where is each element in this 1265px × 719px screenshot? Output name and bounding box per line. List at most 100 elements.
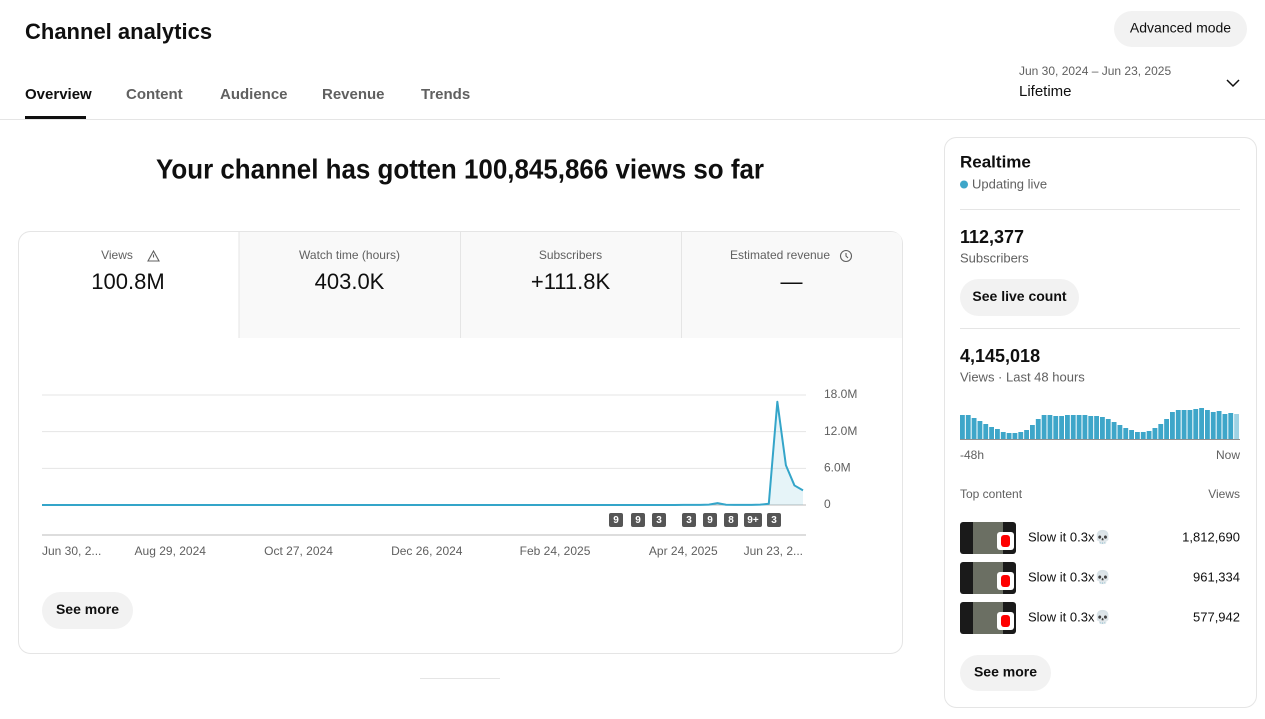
bar: [995, 429, 1000, 439]
bar: [1193, 409, 1199, 439]
bar: [1088, 416, 1094, 439]
bar: [1228, 413, 1234, 439]
bar: [1140, 432, 1146, 439]
tab[interactable]: Trends: [421, 86, 470, 103]
see-more-label[interactable]: See more: [56, 601, 119, 617]
tab[interactable]: Content: [126, 86, 183, 103]
x-tick-label: Dec 26, 2024: [391, 544, 463, 558]
bar: [1065, 415, 1070, 439]
metric-value[interactable]: +111.8K: [531, 269, 611, 294]
clock-hand: [845, 253, 849, 259]
live-status: Updating live: [972, 176, 1047, 191]
metric-label[interactable]: Subscribers: [539, 248, 602, 262]
x-tick-label: Jun 23, 2...: [744, 544, 803, 558]
annotation-label: 8: [728, 515, 734, 526]
content-title[interactable]: Slow it 0.3x💀: [1028, 609, 1111, 624]
bar: [1199, 408, 1204, 439]
metric-value[interactable]: —: [781, 269, 803, 294]
annotation-label: 3: [656, 515, 662, 526]
metric-tabs-bg: [239, 232, 902, 338]
views-label: Views · Last 48 hours: [960, 369, 1085, 384]
bar: [1100, 417, 1105, 439]
advanced-mode-button[interactable]: [1114, 11, 1247, 47]
annotation-label: 3: [771, 515, 777, 526]
annotation-badge: [767, 513, 781, 527]
tab-underline: [25, 116, 86, 119]
bar: [1012, 433, 1018, 439]
bar: [1222, 414, 1228, 439]
y-tick-label: 0: [824, 497, 831, 511]
metric-value[interactable]: 403.0K: [315, 269, 385, 294]
bar: [1105, 419, 1111, 439]
live-count-button[interactable]: [960, 279, 1079, 316]
annotation-label: 3: [686, 515, 692, 526]
x-tick-label: Oct 27, 2024: [264, 544, 333, 558]
bar: [989, 427, 994, 439]
bar: [1094, 416, 1099, 439]
content-title[interactable]: Slow it 0.3x💀: [1028, 529, 1111, 544]
bar: [1152, 428, 1158, 439]
bar: [1181, 410, 1187, 439]
live-dot: [960, 180, 968, 189]
bar: [1018, 432, 1024, 439]
realtime-title: Realtime: [960, 152, 1031, 171]
bar: [983, 424, 989, 439]
dropdown-chevron[interactable]: [1226, 79, 1240, 88]
headline: Your channel has gotten 100,845,866 view…: [156, 153, 764, 184]
metric-value[interactable]: 100.8M: [91, 269, 164, 294]
date-period[interactable]: Lifetime: [1019, 83, 1072, 100]
top-content-list: Slow it 0.3x💀 1,812,690 Slow it 0.3x💀 961,3…: [960, 522, 1240, 634]
line: [42, 400, 804, 506]
see-more-button[interactable]: [42, 592, 133, 629]
metric-label[interactable]: Views: [101, 248, 133, 262]
bar: [1111, 422, 1117, 439]
content-views: 961,334: [1193, 569, 1240, 584]
bar: [1129, 430, 1134, 439]
x-tick-label: Aug 29, 2024: [135, 544, 207, 558]
see-more-label[interactable]: See more: [974, 664, 1037, 680]
bar: [1030, 425, 1035, 439]
views-header: Views: [1208, 487, 1240, 501]
realtime-chart: -48h Now: [960, 408, 1240, 462]
live-count-label[interactable]: See live count: [972, 288, 1066, 304]
annotation-badge: [609, 513, 623, 527]
bar: [1234, 414, 1239, 439]
annotation-label: 9: [635, 515, 641, 526]
bar: [971, 418, 977, 439]
bar: [1053, 416, 1059, 439]
tab[interactable]: Audience: [220, 86, 288, 103]
bar: [1000, 432, 1006, 439]
shorts-icon: [1001, 535, 1010, 547]
metric-label[interactable]: Watch time (hours): [299, 248, 400, 262]
bar: [1170, 412, 1175, 439]
bar: [1123, 428, 1129, 439]
bar: [1047, 415, 1053, 439]
shorts-icon: [1001, 575, 1010, 587]
date-range[interactable]: Jun 30, 2024 – Jun 23, 2025: [1019, 64, 1171, 78]
metric-label[interactable]: Estimated revenue: [730, 248, 830, 262]
bar: [1146, 431, 1152, 439]
x-tick-label: Feb 24, 2025: [520, 544, 591, 558]
tab[interactable]: Overview: [25, 86, 92, 103]
bar: [1035, 419, 1041, 439]
top-content-header: Top content: [960, 487, 1023, 501]
annotation-badge: [631, 513, 645, 527]
bar: [1158, 424, 1164, 439]
views-chart: 0 6.0M 12.0M 18.0M Jun 30, 2... Aug 29, 2024 O…: [42, 387, 857, 558]
bar: [1059, 416, 1064, 439]
bar: [1024, 430, 1029, 439]
x-tick-label: -48h: [960, 448, 984, 462]
annotation-label: 9+: [747, 515, 759, 526]
annotation-badge: [652, 513, 666, 527]
annotation-label: 9: [707, 515, 713, 526]
content-title[interactable]: Slow it 0.3x💀: [1028, 569, 1111, 584]
advanced-mode-label[interactable]: Advanced mode: [1130, 20, 1231, 36]
see-more-button[interactable]: [960, 655, 1051, 691]
annotation-badge: [682, 513, 696, 527]
bar: [965, 415, 971, 439]
tab[interactable]: Revenue: [322, 86, 385, 103]
bar: [1006, 433, 1012, 439]
page-title: Channel analytics: [25, 19, 212, 44]
x-tick-label: Apr 24, 2025: [649, 544, 718, 558]
